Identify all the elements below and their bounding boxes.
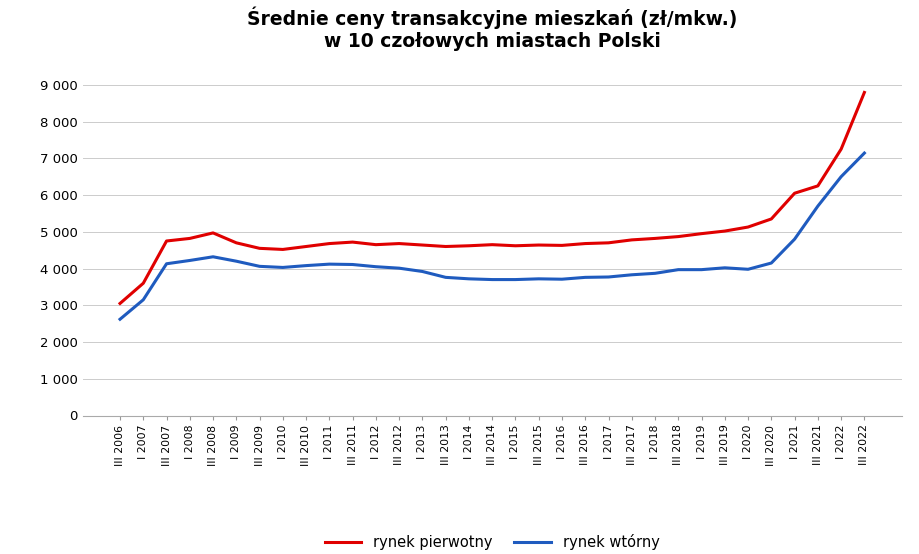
rynek wtórny xyxy=(719,264,730,271)
rynek pierwotny xyxy=(231,239,242,246)
rynek pierwotny xyxy=(834,146,845,152)
rynek wtórny xyxy=(323,261,335,268)
rynek pierwotny xyxy=(208,229,219,236)
rynek wtórny xyxy=(602,274,613,280)
rynek wtórny xyxy=(231,258,242,264)
rynek wtórny xyxy=(742,266,753,273)
rynek pierwotny xyxy=(254,245,265,252)
rynek pierwotny xyxy=(602,239,613,246)
rynek pierwotny xyxy=(161,238,172,244)
rynek wtórny xyxy=(556,276,567,283)
rynek wtórny xyxy=(161,260,172,267)
Line: rynek pierwotny: rynek pierwotny xyxy=(119,93,864,304)
rynek pierwotny xyxy=(789,190,800,197)
rynek pierwotny xyxy=(439,243,450,250)
rynek wtórny xyxy=(439,274,450,281)
rynek wtórny xyxy=(834,173,845,180)
Title: Średnie ceny transakcyjne mieszkań (zł/mkw.)
w 10 czołowych miastach Polski: Średnie ceny transakcyjne mieszkań (zł/m… xyxy=(246,7,737,51)
rynek wtórny xyxy=(208,254,219,260)
rynek wtórny xyxy=(765,260,776,266)
rynek pierwotny xyxy=(742,224,753,230)
rynek wtórny xyxy=(138,296,149,303)
rynek wtórny xyxy=(486,276,497,283)
rynek pierwotny xyxy=(626,237,637,243)
rynek pierwotny xyxy=(393,240,404,247)
rynek pierwotny xyxy=(416,242,427,248)
rynek pierwotny xyxy=(463,243,474,249)
rynek pierwotny xyxy=(486,242,497,248)
Line: rynek wtórny: rynek wtórny xyxy=(119,153,864,319)
rynek pierwotny xyxy=(301,243,312,250)
rynek wtórny xyxy=(811,203,823,209)
rynek pierwotny xyxy=(672,233,683,240)
rynek wtórny xyxy=(672,266,683,273)
rynek pierwotny xyxy=(765,216,776,222)
rynek wtórny xyxy=(509,276,520,283)
rynek pierwotny xyxy=(138,280,149,286)
rynek pierwotny xyxy=(556,242,567,249)
rynek pierwotny xyxy=(811,183,823,189)
rynek wtórny xyxy=(649,270,660,276)
rynek wtórny xyxy=(301,262,312,269)
rynek wtórny xyxy=(416,268,427,275)
rynek pierwotny xyxy=(184,235,195,242)
rynek pierwotny xyxy=(858,89,869,96)
rynek wtórny xyxy=(533,275,544,282)
rynek wtórny xyxy=(346,261,357,268)
rynek pierwotny xyxy=(277,246,288,253)
rynek pierwotny xyxy=(579,240,590,247)
rynek wtórny xyxy=(696,266,707,273)
rynek pierwotny xyxy=(719,228,730,234)
rynek wtórny xyxy=(370,263,381,270)
rynek pierwotny xyxy=(649,235,660,242)
rynek wtórny xyxy=(626,271,637,278)
rynek wtórny xyxy=(184,257,195,264)
rynek wtórny xyxy=(579,274,590,281)
rynek pierwotny xyxy=(533,242,544,248)
rynek wtórny xyxy=(789,236,800,243)
rynek pierwotny xyxy=(323,240,335,247)
rynek pierwotny xyxy=(346,239,357,245)
rynek wtórny xyxy=(114,316,125,322)
rynek pierwotny xyxy=(370,242,381,248)
Legend: rynek pierwotny, rynek wtórny: rynek pierwotny, rynek wtórny xyxy=(324,535,659,551)
rynek wtórny xyxy=(393,265,404,271)
rynek wtórny xyxy=(277,264,288,271)
rynek pierwotny xyxy=(696,230,707,237)
rynek pierwotny xyxy=(114,300,125,307)
rynek wtórny xyxy=(858,150,869,156)
rynek wtórny xyxy=(254,263,265,270)
rynek wtórny xyxy=(463,275,474,282)
rynek pierwotny xyxy=(509,243,520,249)
